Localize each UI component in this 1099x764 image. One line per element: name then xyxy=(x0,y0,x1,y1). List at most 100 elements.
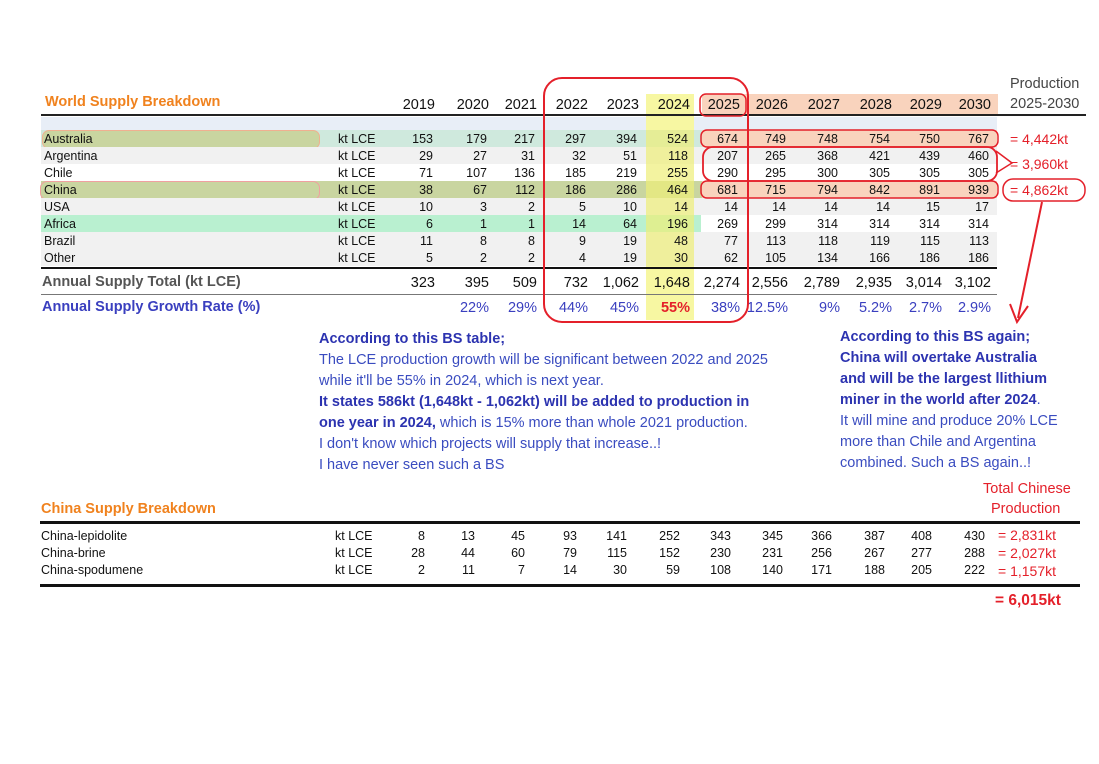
cell-australia-2028: 754 xyxy=(869,132,890,146)
note1-line5-rest: which is 15% more than whole 2021 produc… xyxy=(435,415,748,431)
total-chinese-header-line2: Production xyxy=(991,501,1061,517)
row-name-other: Other xyxy=(44,251,76,265)
header-underlay xyxy=(41,117,997,130)
growth-2021: 29% xyxy=(507,300,537,316)
cell-australia-2024: 524 xyxy=(667,132,688,146)
cell-chile-2030: 305 xyxy=(968,166,989,180)
row-unit: kt LCE xyxy=(338,183,376,197)
year-2024-column xyxy=(646,130,694,266)
note-bs-table: According to this BS table; The LCE prod… xyxy=(319,329,829,476)
cell-usa-2021: 2 xyxy=(528,200,535,214)
cell-china-2021: 112 xyxy=(515,183,535,197)
cell-argentina-2025: 207 xyxy=(717,149,738,163)
china-cell-2027: 366 xyxy=(811,529,832,543)
cell-usa-2022: 5 xyxy=(579,200,586,214)
total-2022: 732 xyxy=(563,275,588,291)
row-unit: kt LCE xyxy=(338,200,376,214)
cell-china-2028: 842 xyxy=(869,183,890,197)
china-cell-2021: 45 xyxy=(511,529,525,543)
year-header-2026: 2026 xyxy=(755,97,788,113)
china-cell-2024: 59 xyxy=(666,563,680,577)
cell-china-2029: 891 xyxy=(919,183,940,197)
cell-chile-2024: 255 xyxy=(667,166,688,180)
china-cell-2024: 252 xyxy=(659,529,680,543)
cell-other-2022: 4 xyxy=(579,251,586,265)
china-row-name: China-spodumene xyxy=(41,563,144,577)
cell-brazil-2019: 11 xyxy=(420,234,433,248)
row-unit: kt LCE xyxy=(338,132,376,146)
note2-heading: According to this BS again; xyxy=(840,329,1031,345)
cell-china-2025: 681 xyxy=(717,183,738,197)
pointer-arrow xyxy=(1017,201,1043,319)
cell-other-2030: 186 xyxy=(968,251,989,265)
year-header-2019: 2019 xyxy=(402,97,435,113)
growth-2029: 2.7% xyxy=(908,300,942,316)
total-2020: 395 xyxy=(464,275,489,291)
total-rule xyxy=(41,267,997,269)
brazil-row-band xyxy=(41,232,997,249)
growth-period-box xyxy=(543,77,749,323)
cell-australia-2020: 179 xyxy=(466,132,487,146)
china-row-unit: kt LCE xyxy=(335,546,373,560)
cell-other-2023: 19 xyxy=(623,251,637,265)
cell-argentina-2028: 421 xyxy=(869,149,890,163)
china-cell-2025: 343 xyxy=(710,529,731,543)
cell-chile-2020: 107 xyxy=(466,166,487,180)
cell-australia-2023: 394 xyxy=(616,132,637,146)
china-cell-2025: 108 xyxy=(710,563,731,577)
growth-rule xyxy=(41,294,997,295)
china-row-name: China-brine xyxy=(41,546,106,560)
row-unit: kt LCE xyxy=(338,251,376,265)
cell-africa-2026: 299 xyxy=(765,217,786,231)
growth-2030: 2.9% xyxy=(957,300,991,316)
cell-australia-2022: 297 xyxy=(565,132,586,146)
china-cell-2026: 231 xyxy=(762,546,783,560)
australia-forecast-box xyxy=(700,129,999,148)
bracket-mark xyxy=(995,150,1014,174)
cell-usa-2026: 14 xyxy=(772,200,786,214)
cell-australia-2021: 217 xyxy=(514,132,535,146)
china-forecast-box xyxy=(700,180,999,199)
cell-other-2029: 186 xyxy=(919,251,940,265)
note1-line7: I have never seen such a BS xyxy=(319,457,505,473)
row-unit: kt LCE xyxy=(338,149,376,163)
note2-line5: It will mine and produce 20% LCE xyxy=(840,413,1058,429)
china-cell-2028: 387 xyxy=(864,529,885,543)
cell-brazil-2029: 115 xyxy=(920,234,940,248)
production-header-line1: Production xyxy=(1010,76,1080,92)
cell-usa-2025: 14 xyxy=(724,200,738,214)
cell-usa-2019: 10 xyxy=(419,200,433,214)
year-header-2027: 2027 xyxy=(807,97,840,113)
china-cell-2028: 267 xyxy=(864,546,885,560)
cell-other-2024: 30 xyxy=(674,251,688,265)
cell-chile-2029: 305 xyxy=(919,166,940,180)
note2-line6: more than Chile and Argentina xyxy=(840,434,1036,450)
china-cell-2022: 93 xyxy=(563,529,577,543)
cell-usa-2028: 14 xyxy=(876,200,890,214)
china-cell-2028: 188 xyxy=(864,563,885,577)
china-cell-2030: 430 xyxy=(964,529,985,543)
cell-argentina-2023: 51 xyxy=(623,149,637,163)
note2-line2: China will overtake Australia xyxy=(840,350,1037,366)
china-row-unit: kt LCE xyxy=(335,563,373,577)
cell-china-2019: 38 xyxy=(419,183,433,197)
note1-heading: According to this BS table; xyxy=(319,331,506,347)
cell-brazil-2021: 8 xyxy=(528,234,535,248)
note2-line7: combined. Such a BS again..! xyxy=(840,455,1032,471)
china-cell-2030: 222 xyxy=(964,563,985,577)
cell-africa-2027: 314 xyxy=(817,217,838,231)
cell-usa-2030: 17 xyxy=(975,200,989,214)
cell-argentina-2020: 27 xyxy=(473,149,487,163)
cell-chile-2019: 71 xyxy=(419,166,433,180)
total-2026: 2,556 xyxy=(751,275,788,291)
growth-2027: 9% xyxy=(819,300,840,316)
australia-total-annotation: = 4,442kt xyxy=(1010,131,1068,147)
cell-china-2023: 286 xyxy=(616,183,637,197)
china-row-unit: kt LCE xyxy=(335,529,373,543)
australia-forecast-band xyxy=(702,130,997,147)
row-name-usa: USA xyxy=(44,200,70,214)
year-header-2025: 2025 xyxy=(707,97,740,113)
china-cell-2023: 115 xyxy=(607,546,627,560)
china-cell-2027: 171 xyxy=(811,563,832,577)
cell-other-2020: 2 xyxy=(480,251,487,265)
